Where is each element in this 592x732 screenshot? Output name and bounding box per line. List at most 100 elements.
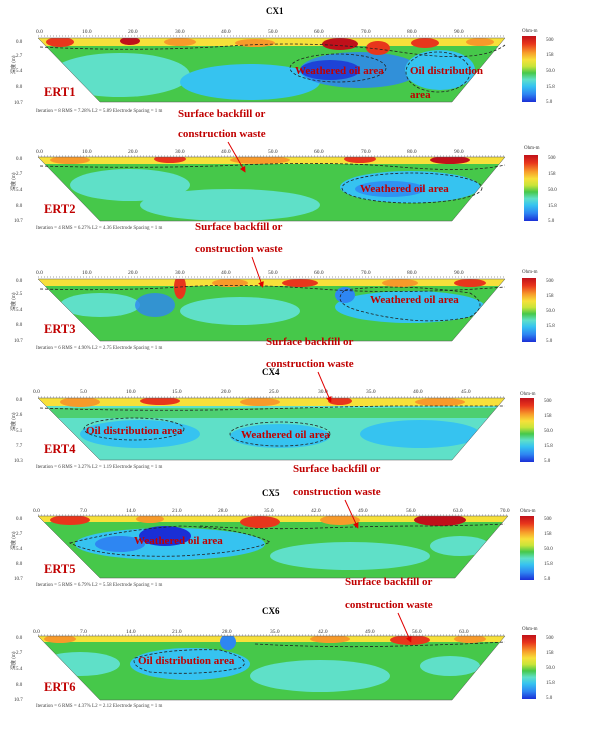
svg-text:60.0: 60.0 [314,29,324,35]
resistivity-section [38,636,505,700]
backfill-arrow-4 [344,499,359,529]
x-axis-ticks: 0.0 5.0 10.0 15.0 20.0 25.0 30.0 35.0 40… [33,389,471,395]
svg-text:10.0: 10.0 [126,389,136,395]
weathered-oil-outline [339,286,481,322]
svg-text:5.0: 5.0 [546,339,553,344]
svg-text:70.0: 70.0 [500,508,510,514]
svg-text:70.0: 70.0 [361,29,371,35]
svg-text:5.0: 5.0 [80,389,87,395]
svg-text:49.0: 49.0 [365,629,375,635]
svg-text:深度 (m): 深度 (m) [10,172,17,191]
svg-text:0.0: 0.0 [33,389,40,395]
colorbar: Ohm-m 500 158 50.0 15.8 5.0 [520,509,553,582]
backfill-note-1-line2: construction waste [178,128,266,140]
svg-text:50.0: 50.0 [268,29,278,35]
svg-text:45.0: 45.0 [461,389,471,395]
svg-text:0.0: 0.0 [33,629,40,635]
svg-text:158: 158 [544,414,552,419]
svg-text:90.0: 90.0 [454,270,464,276]
x-axis-ticks: 0.0 10.0 20.0 30.0 40.0 50.0 60.0 70.0 8… [36,270,464,276]
oil-distribution-outline [133,649,245,674]
svg-text:500: 500 [546,279,554,284]
svg-text:10.0: 10.0 [82,270,92,276]
svg-text:2.6: 2.6 [16,413,23,418]
svg-text:15.8: 15.8 [544,444,553,449]
ert6-section: CX6 0.0 7.0 14.0 21.0 28.0 35.0 42.0 49.… [10,606,555,709]
svg-text:158: 158 [546,651,554,656]
svg-text:158: 158 [548,172,556,177]
svg-text:15.8: 15.8 [544,562,553,567]
svg-text:5.1: 5.1 [16,429,23,434]
ert5-section: CX5 0.0 7.0 14.0 21.0 28.0 35.0 42.0 49.… [10,488,553,588]
svg-text:50.0: 50.0 [546,666,555,671]
weathered-oil-label: Weathered oil area [134,535,223,547]
ert4-section: CX4 0.0 5.0 10.0 15.0 20.0 25.0 30.0 35.… [10,367,553,470]
svg-text:0.0: 0.0 [16,40,23,45]
colorbar: Ohm-m 500 158 50.0 15.8 5.0 [522,29,555,105]
depth-axis: 0.0 2.6 5.1 7.7 10.3 深度 (m) [10,398,23,464]
svg-text:10.7: 10.7 [14,101,23,106]
svg-text:8.0: 8.0 [16,683,23,688]
svg-text:2.7: 2.7 [16,172,23,177]
ert4-panel: CX4 0.0 5.0 10.0 15.0 20.0 25.0 30.0 35.… [0,362,592,486]
svg-text:21.0: 21.0 [172,629,182,635]
ert6-panel: CX6 0.0 7.0 14.0 21.0 28.0 35.0 42.0 49.… [0,604,592,732]
backfill-note-4-line1: Surface backfill or [293,463,380,475]
svg-text:15.0: 15.0 [172,389,182,395]
svg-text:40.0: 40.0 [221,29,231,35]
weathered-oil-label: Weathered oil area [370,294,459,306]
section-title: CX5 [262,488,280,498]
svg-text:42.0: 42.0 [318,629,328,635]
svg-text:20.0: 20.0 [128,149,138,155]
svg-text:2.7: 2.7 [16,651,23,656]
weathered-oil-label: Weathered oil area [241,429,330,441]
svg-text:Ohm-m: Ohm-m [522,270,538,275]
svg-text:60.0: 60.0 [314,149,324,155]
svg-text:深度 (m): 深度 (m) [10,292,17,311]
colorbar: Ohm-m 500 158 50.0 15.8 5.0 [524,146,557,224]
svg-text:5.0: 5.0 [546,100,553,105]
svg-text:20.0: 20.0 [128,270,138,276]
svg-text:深度 (m): 深度 (m) [10,412,17,431]
svg-text:10.0: 10.0 [82,149,92,155]
depth-axis: 0.0 2.7 5.4 8.0 10.7 深度 (m) [10,157,23,224]
svg-text:50.0: 50.0 [544,429,553,434]
svg-text:500: 500 [544,517,552,522]
svg-text:5.0: 5.0 [544,577,551,582]
backfill-arrow-5 [397,612,412,643]
colorbar: Ohm-m 500 158 50.0 15.8 5.0 [520,392,553,464]
svg-text:28.0: 28.0 [222,629,232,635]
svg-text:10.3: 10.3 [14,459,23,464]
inversion-stats: Iteration = 6 RMS = 4.37% L2 = 2.12 Elec… [36,704,163,709]
svg-text:50.0: 50.0 [268,270,278,276]
ert1-section: CX1 0.0 10.0 20.0 30.0 40.0 50.0 60.0 70… [10,6,555,114]
oil-distribution-label: Oil distribution area [86,425,183,437]
resistivity-section [38,157,505,221]
svg-text:10.7: 10.7 [14,339,23,344]
svg-text:5.4: 5.4 [16,69,23,74]
svg-text:5.4: 5.4 [16,308,23,313]
svg-text:2.7: 2.7 [16,54,23,59]
svg-text:Ohm-m: Ohm-m [520,509,536,514]
svg-text:5.4: 5.4 [16,188,23,193]
inversion-stats: Iteration = 8 RMS = 7.28% L2 = 5.89 Elec… [36,109,163,114]
ert-label: ERT3 [44,322,76,336]
svg-text:0.0: 0.0 [16,636,23,641]
backfill-note-2-line1: Surface backfill or [195,221,282,233]
colorbar: Ohm-m 500 158 50.0 15.8 5.0 [522,627,555,701]
ert3-section: 0.0 10.0 20.0 30.0 40.0 50.0 60.0 70.0 8… [10,270,555,351]
svg-text:25.0: 25.0 [269,389,279,395]
svg-text:10.0: 10.0 [82,29,92,35]
svg-text:深度 (m): 深度 (m) [10,651,17,670]
svg-text:0.0: 0.0 [16,279,23,284]
svg-text:Ohm-m: Ohm-m [520,392,536,397]
svg-text:42.0: 42.0 [311,508,321,514]
svg-text:0.0: 0.0 [16,157,23,162]
svg-text:7.0: 7.0 [80,629,87,635]
svg-text:28.0: 28.0 [218,508,228,514]
svg-text:49.0: 49.0 [358,508,368,514]
svg-text:Ohm-m: Ohm-m [524,146,540,151]
svg-text:35.0: 35.0 [270,629,280,635]
svg-text:14.0: 14.0 [126,508,136,514]
backfill-note-5-line2: construction waste [345,599,433,611]
